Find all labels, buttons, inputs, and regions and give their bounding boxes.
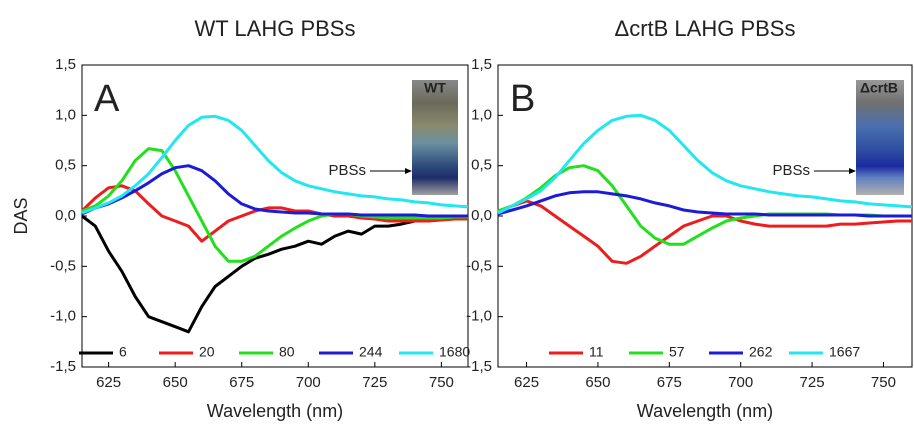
- x-tick-label: 650: [585, 374, 610, 391]
- chart-title: ΔcrtB LAHG PBSs: [615, 16, 796, 41]
- y-tick-label: -0,5: [50, 257, 76, 274]
- x-tick-label: 700: [728, 374, 753, 391]
- y-axis-label: DAS: [11, 197, 31, 234]
- legend-label: 1680: [439, 344, 470, 360]
- x-tick-label: 700: [296, 374, 321, 391]
- legend-label: 80: [279, 344, 295, 360]
- inset-photo: [856, 80, 904, 195]
- data-line: [81, 147, 468, 263]
- x-tick-label: 625: [514, 374, 539, 391]
- x-tick-label: 725: [362, 374, 387, 391]
- y-tick-label: 0,0: [471, 207, 492, 224]
- y-tick-label: -1,5: [50, 358, 76, 375]
- panel-label: B: [510, 78, 535, 120]
- x-tick-label: 675: [229, 374, 254, 391]
- x-tick-label: 725: [800, 374, 825, 391]
- inset-photo: [412, 80, 458, 195]
- legend-label: 20: [199, 344, 215, 360]
- inset-label: WT: [424, 80, 446, 96]
- y-tick-label: -1,0: [50, 308, 76, 325]
- y-tick-label: 0,5: [471, 157, 492, 174]
- data-line: [81, 214, 468, 334]
- data-line: [497, 164, 912, 246]
- data-line: [81, 114, 469, 215]
- y-tick-label: 1,5: [471, 56, 492, 73]
- panel-label: A: [94, 78, 120, 120]
- x-tick-label: 675: [657, 374, 682, 391]
- x-tick-label: 750: [871, 374, 896, 391]
- legend-label: 1667: [829, 344, 860, 360]
- x-axis-label: Wavelength (nm): [637, 401, 773, 421]
- y-tick-label: 1,5: [55, 56, 76, 73]
- x-tick-label: 650: [163, 374, 188, 391]
- legend-label: 11: [589, 344, 604, 360]
- arrow-head: [849, 168, 856, 174]
- y-tick-label: 1,0: [471, 106, 492, 123]
- data-line: [497, 190, 912, 218]
- legend-label: 244: [359, 344, 383, 360]
- legend-label: 57: [669, 344, 685, 360]
- y-tick-label: 1,0: [55, 106, 76, 123]
- data-line: [80, 184, 468, 243]
- legend-label: 6: [119, 344, 127, 360]
- arrow-label: PBSs: [772, 162, 810, 179]
- y-tick-label: -1,5: [466, 358, 492, 375]
- arrow-head: [405, 168, 412, 174]
- inset-label: ΔcrtB: [860, 80, 898, 96]
- data-line: [81, 164, 468, 218]
- y-tick-label: 0,0: [55, 207, 76, 224]
- y-tick-label: 0,5: [55, 157, 76, 174]
- x-tick-label: 625: [96, 374, 121, 391]
- chart-title: WT LAHG PBSs: [195, 16, 356, 41]
- y-tick-label: -1,0: [466, 308, 492, 325]
- data-line: [497, 199, 912, 265]
- data-line: [497, 113, 913, 215]
- x-tick-label: 750: [429, 374, 454, 391]
- y-tick-label: -0,5: [466, 257, 492, 274]
- arrow-label: PBSs: [328, 162, 366, 179]
- legend-label: 262: [749, 344, 773, 360]
- x-axis-label: Wavelength (nm): [207, 401, 343, 421]
